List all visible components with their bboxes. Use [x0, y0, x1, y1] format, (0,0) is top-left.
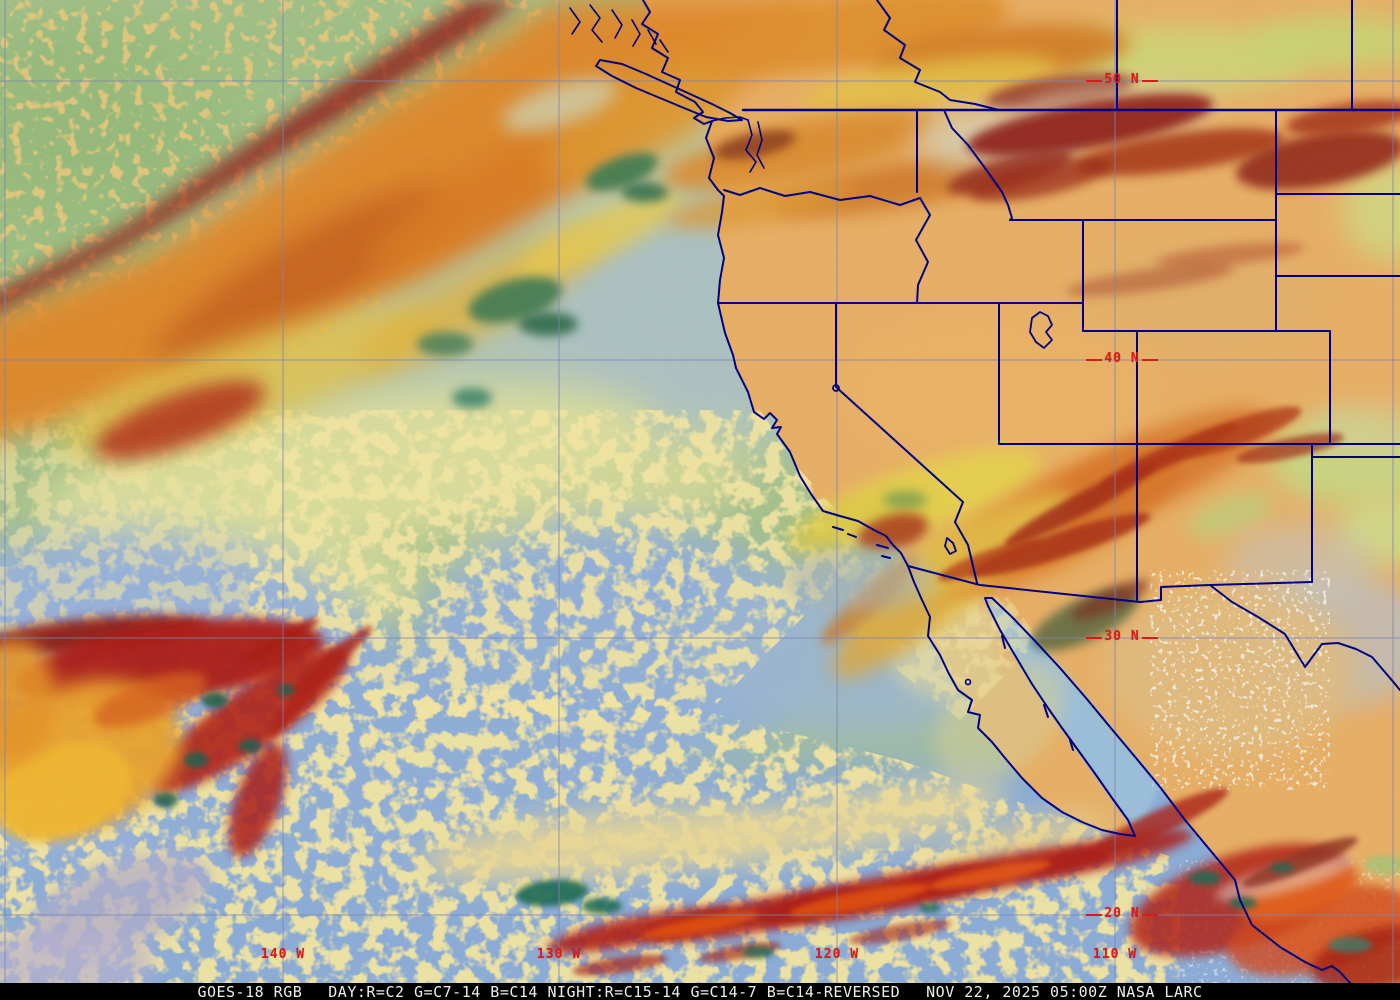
timestamp: NOV 22, 2025 05:00Z NASA LARC: [926, 982, 1203, 1000]
latitude-label-50n: 50 N: [1104, 72, 1140, 87]
longitude-label-130w: 130 W: [536, 947, 582, 962]
longitude-label-110w: 110 W: [1092, 947, 1138, 962]
longitude-label-140w: 140 W: [260, 947, 306, 962]
longitude-label-120w: 120 W: [814, 947, 860, 962]
latitude-label-30n: 30 N: [1104, 629, 1140, 644]
latitude-label-20n: 20 N: [1104, 906, 1140, 921]
channel-recipe: DAY:R=C2 G=C7-14 B=C14 NIGHT:R=C15-14 G=…: [328, 982, 901, 1000]
status-bar: GOES-18 RGB DAY:R=C2 G=C7-14 B=C14 NIGHT…: [0, 983, 1400, 1000]
latitude-label-ticks: [1086, 80, 1158, 916]
product-name: GOES-18 RGB: [197, 982, 303, 1000]
map-boundaries: [569, 0, 1400, 983]
latitude-label-40n: 40 N: [1104, 351, 1140, 366]
